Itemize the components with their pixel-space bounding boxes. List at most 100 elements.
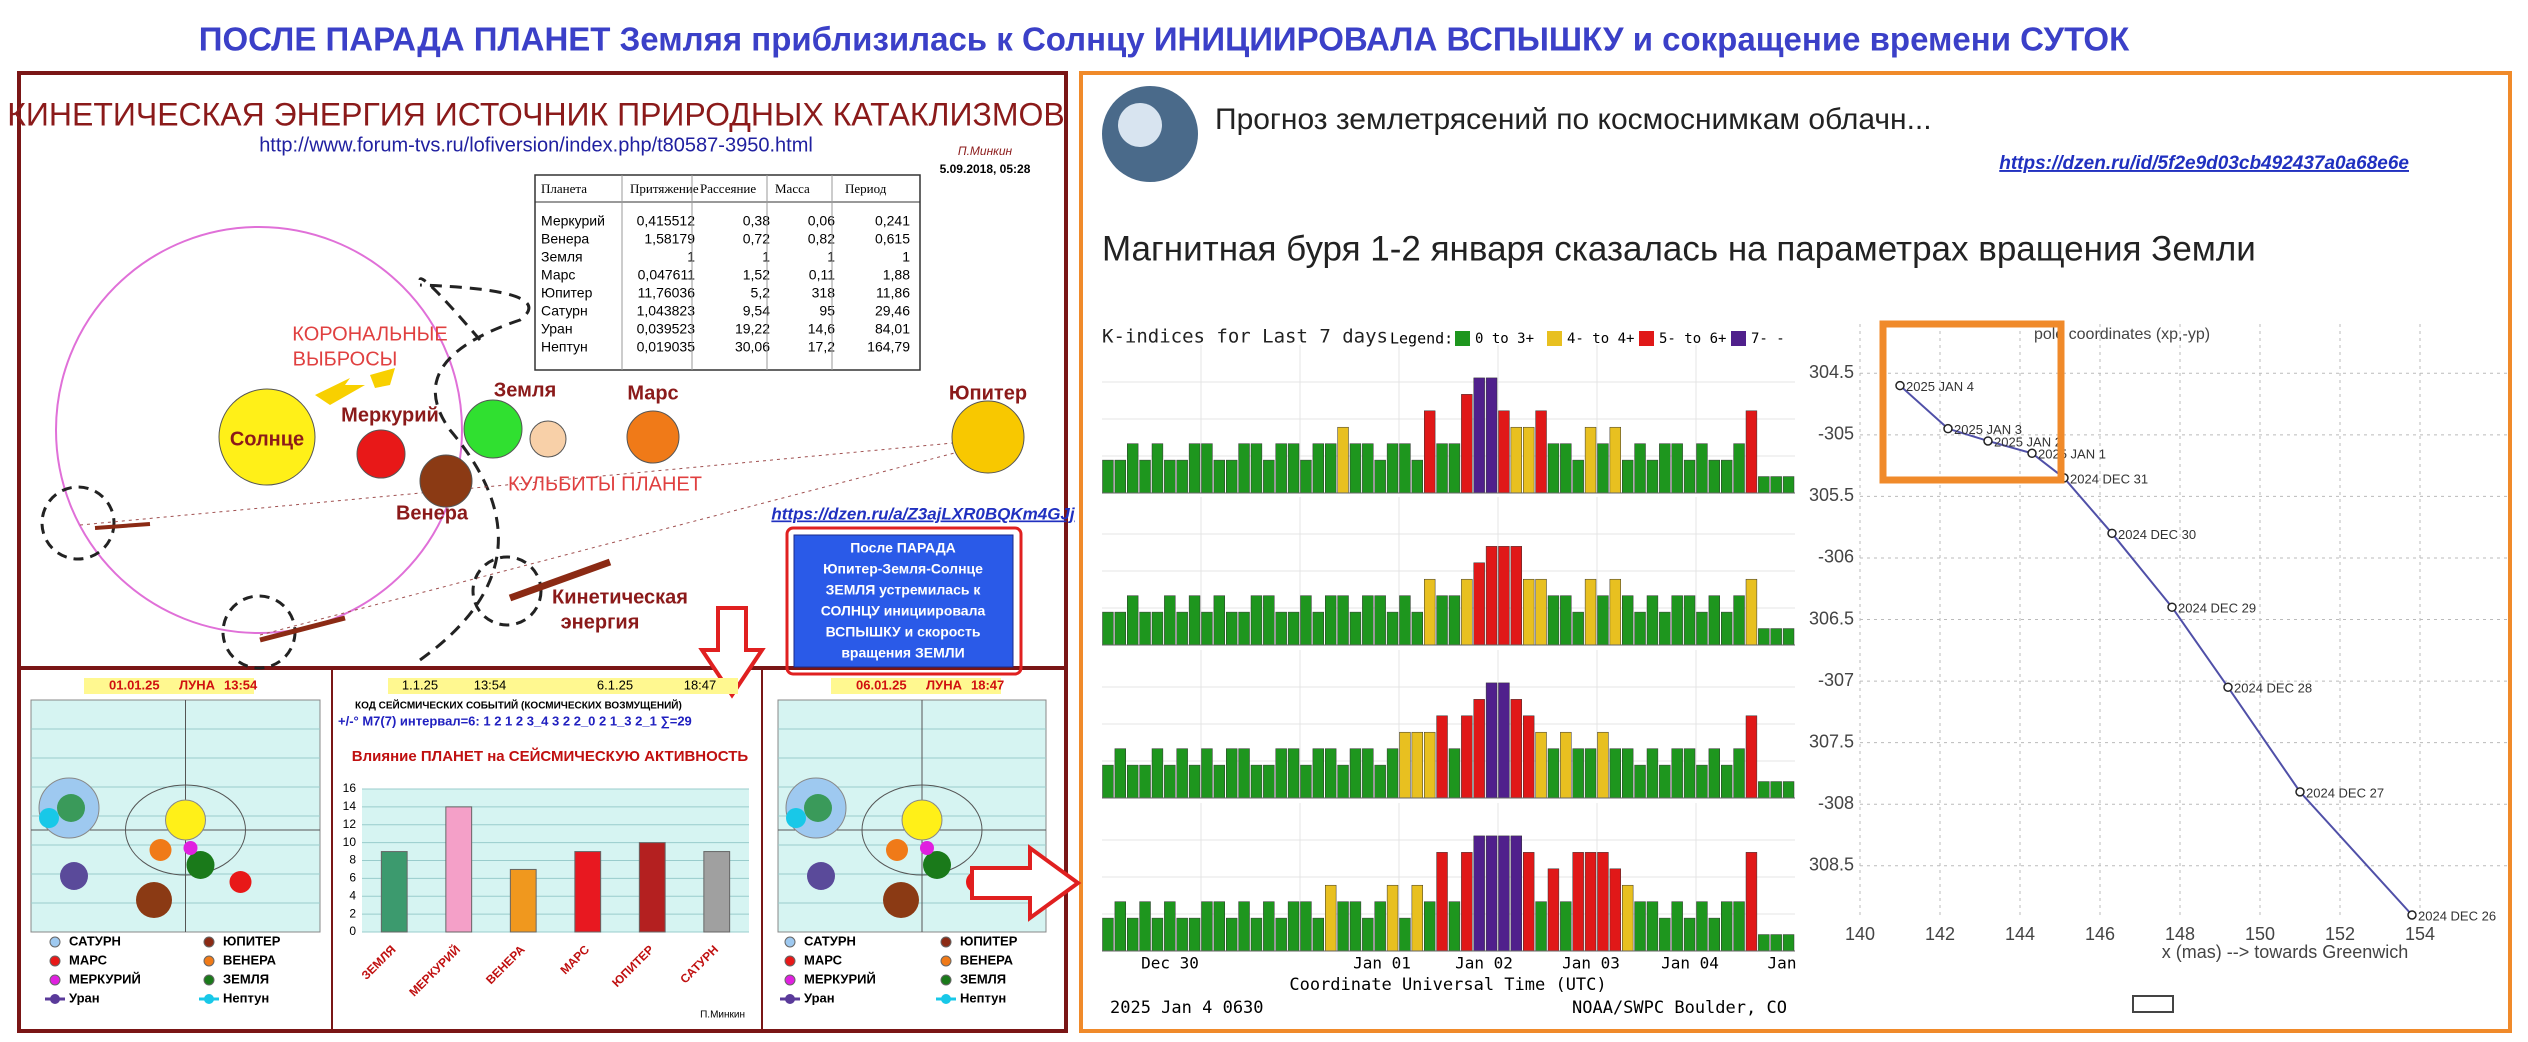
pole-point: [2027, 448, 2037, 459]
k-bar: [1671, 748, 1683, 799]
legend-symbol: [784, 936, 796, 948]
arrow: [508, 558, 612, 602]
table-cell: 29,46: [875, 303, 910, 319]
k-bar: [1226, 917, 1238, 952]
k-bar: [1461, 852, 1473, 952]
k-bar: [1312, 443, 1324, 494]
legend-symbol: [203, 936, 215, 948]
k-bar: [1386, 611, 1399, 646]
k-bar: [1213, 764, 1225, 799]
k-bar: [1646, 748, 1659, 799]
point-label: 2024 DEC 26: [2418, 908, 2496, 923]
mini-planet: [804, 794, 832, 822]
k-bar: [1287, 748, 1300, 799]
y-tick-label: 8: [349, 853, 356, 867]
x-tick-label: Jan 04: [1661, 954, 1719, 973]
table-cell: 19,22: [735, 321, 770, 337]
pole-point: [1943, 423, 1953, 434]
k-bar: [1399, 443, 1411, 494]
arrow: [94, 522, 151, 530]
k-bar: [1733, 748, 1745, 799]
k-bar: [1238, 901, 1250, 952]
k-bar: [1770, 628, 1782, 646]
k-bar: [1238, 443, 1250, 494]
legend-symbol: [203, 955, 215, 967]
k-bar: [1287, 443, 1300, 494]
arrow-right: [970, 844, 1082, 922]
note-frame: [785, 526, 1023, 676]
table-cell: 1: [687, 249, 695, 265]
k-bar: [1325, 884, 1337, 952]
x-tick-label: 140: [1845, 924, 1875, 944]
header: 01.01.25: [109, 677, 160, 692]
k-bar: [1188, 764, 1201, 799]
planet: [356, 429, 406, 479]
y-tick-label: -307: [1818, 670, 1854, 690]
annotation: Кинетическая: [552, 586, 688, 608]
k-bar: [1349, 443, 1362, 494]
k-bar: [1671, 595, 1683, 646]
k-bar: [1213, 459, 1225, 494]
k-bar: [1411, 459, 1423, 494]
k-bar: [1535, 901, 1547, 952]
y-tick-label: 0: [349, 924, 356, 938]
k-bar: [1201, 748, 1213, 799]
k-bar: [1436, 715, 1448, 799]
k-bar: [1374, 459, 1386, 494]
chart-title: K-indices for Last 7 days: [1102, 326, 1388, 348]
k-bar: [1300, 459, 1312, 494]
arrow: [259, 615, 346, 643]
bar: [509, 868, 537, 933]
date: 5.09.2018, 05:28: [940, 162, 1031, 176]
k-bar: [1424, 578, 1436, 646]
y-tick-label: 16: [343, 781, 357, 795]
k-bar: [1572, 611, 1584, 646]
k-bar: [1745, 715, 1758, 799]
legend-label: Уран: [69, 990, 100, 1005]
k-bar: [1263, 459, 1275, 494]
note-line: После ПАРАДА: [850, 540, 956, 556]
k-bar: [1436, 852, 1448, 952]
k-bar: [1325, 748, 1337, 799]
planet: [626, 410, 680, 464]
link: https://dzen.ru/id/5f2e9d03cb492437a0a68…: [1999, 153, 2409, 174]
k-bar: [1213, 901, 1225, 952]
k-bar: [1560, 595, 1572, 646]
mini-planet: [186, 851, 215, 879]
header-box: [831, 678, 1001, 694]
planet-label: Марс: [627, 382, 678, 404]
pole-point: [2295, 787, 2305, 797]
k-bar: [1609, 868, 1621, 952]
k-bar: [1745, 852, 1758, 952]
k-bar: [1733, 901, 1745, 952]
k-bar: [1634, 611, 1646, 646]
x-tick-label: 144: [2005, 924, 2035, 944]
k-bar: [1164, 901, 1176, 952]
k-bar: [1572, 459, 1584, 494]
k-bar: [1386, 443, 1399, 494]
header: 13:54: [224, 677, 258, 692]
legend-symbol: [49, 936, 61, 948]
k-bar: [1498, 682, 1510, 799]
k-bar: [1127, 595, 1139, 646]
k-bar: [1733, 443, 1745, 494]
k-bar: [1201, 443, 1213, 494]
pole-point: [1983, 436, 1993, 446]
dashed-orbit: [471, 555, 543, 627]
k-bar: [1523, 426, 1535, 494]
header-box: [84, 678, 254, 694]
table-cell: 0,047611: [638, 267, 696, 283]
y-tick-label: 306.5: [1809, 608, 1854, 628]
k-bar: [1622, 884, 1634, 952]
k-bar: [1758, 781, 1770, 799]
legend-label: ВЕНЕРА: [223, 952, 277, 967]
point-label: 2025 JAN 1: [2038, 447, 2106, 462]
footer: NOAA/SWPC Boulder, CO: [1572, 998, 1787, 1018]
k-bar: [1275, 443, 1287, 494]
header: ЛУНА: [179, 677, 216, 692]
mini-planet: [229, 871, 252, 893]
k-bar: [1560, 443, 1572, 494]
table-cell: 95: [819, 303, 835, 319]
